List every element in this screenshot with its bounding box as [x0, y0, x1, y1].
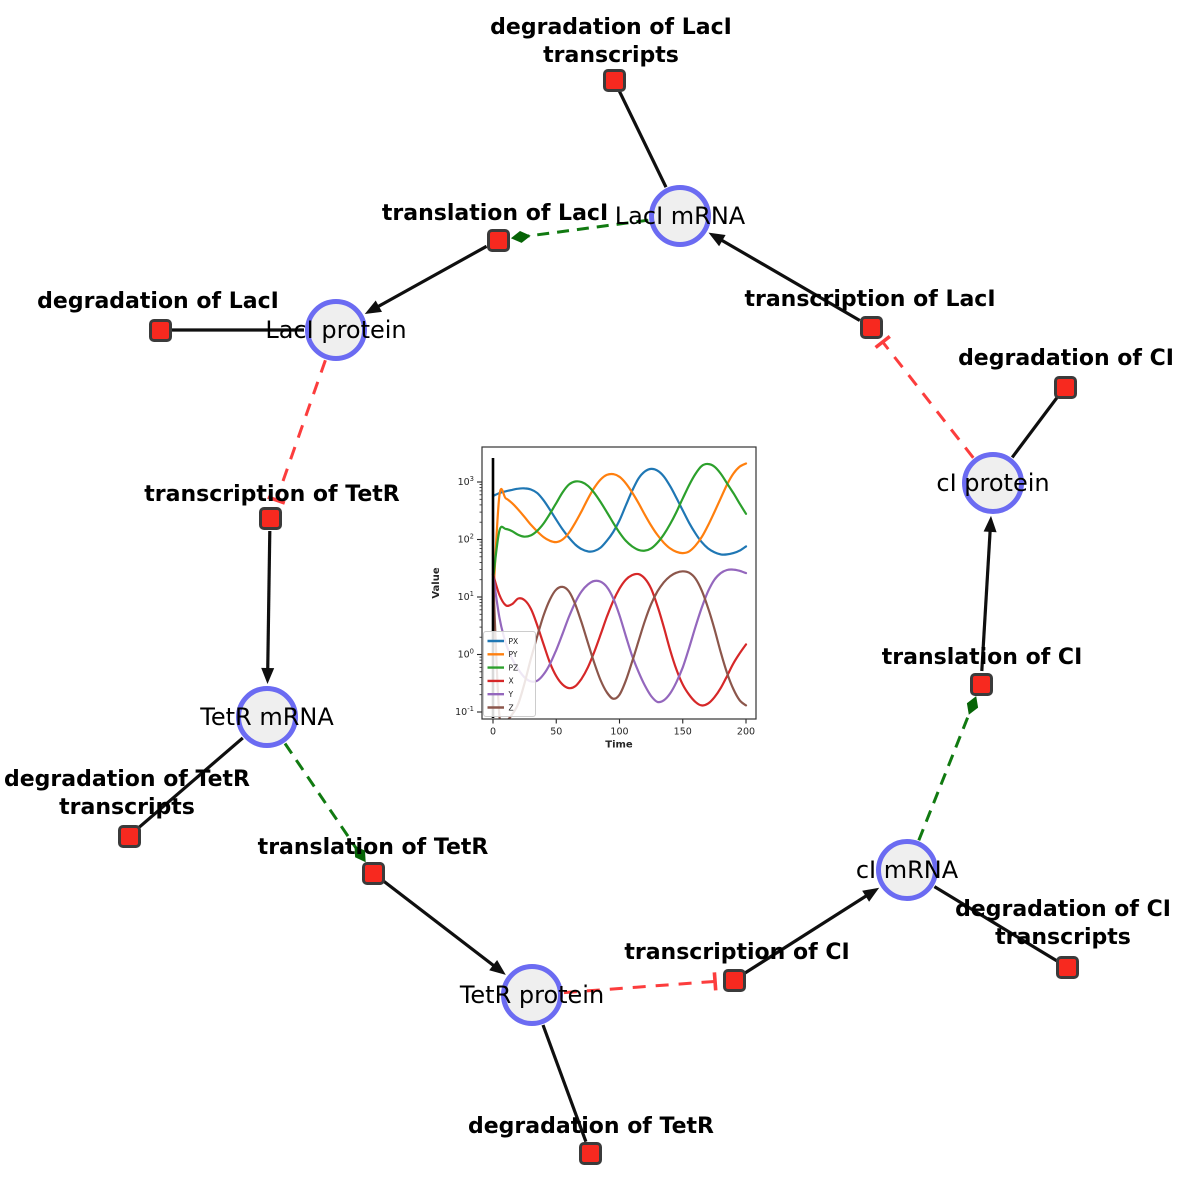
modifier-diamond: [966, 696, 979, 715]
edge-cI-mRNA-transl-cI: [917, 696, 979, 841]
edge-transc-lacI-lacI-mRNA: [708, 232, 861, 322]
plot-frame: [481, 446, 757, 720]
edge-lacI-mRNA-transl-lacI: [510, 218, 649, 243]
legend-label-X: X: [509, 677, 514, 686]
reaction-node-deg-cI[interactable]: [1053, 375, 1077, 399]
inhibition-bar: [712, 972, 718, 991]
reaction-node-transc-tetR[interactable]: [258, 506, 282, 530]
reaction-node-transl-tetR[interactable]: [361, 861, 385, 885]
reaction-label-deg-tetR-tx: degradation of TetR transcripts: [3, 767, 251, 820]
edge-transl-cI-cI-protein: [980, 515, 997, 672]
modifier-diamond: [354, 845, 366, 863]
series-PZ: [491, 462, 748, 581]
reaction-label-transc-tetR: transcription of TetR: [144, 482, 400, 507]
edge-transc-tetR-tetR-mRNA: [261, 530, 275, 684]
edge-transl-tetR-tetR-protein: [382, 879, 506, 975]
x-tick-label: 100: [610, 727, 628, 738]
series-PX: [491, 467, 748, 556]
arrowhead: [983, 515, 997, 533]
reaction-node-transl-lacI[interactable]: [486, 228, 510, 252]
legend-label-PY: PY: [509, 650, 518, 659]
series-PY: [491, 462, 748, 604]
species-label-tetR-mRNA: TetR mRNA: [200, 703, 334, 731]
species-label-cI-protein: cI protein: [936, 469, 1050, 497]
reaction-label-deg-cI-tx: degradation of CI transcripts: [955, 897, 1171, 950]
arrowhead: [862, 887, 880, 902]
reaction-node-transc-cI[interactable]: [722, 968, 746, 992]
reaction-label-transc-cI: transcription of CI: [624, 940, 850, 965]
edge-tetR-mRNA-transl-tetR: [283, 742, 366, 863]
arrowhead: [489, 960, 506, 975]
x-axis-title: Time: [605, 740, 633, 751]
edge-lacI-protein-transc-tetR: [267, 359, 327, 505]
species-label-cI-mRNA: cI mRNA: [855, 856, 959, 884]
inhibition-bar: [267, 495, 286, 505]
species-node-cI-mRNA[interactable]: [876, 839, 938, 901]
edge-lacI-mRNA-deg-lacI-tx: [617, 90, 668, 188]
species-node-lacI-mRNA[interactable]: [649, 185, 711, 247]
species-label-lacI-mRNA: LacI mRNA: [614, 202, 746, 230]
modifier-diamond: [510, 231, 531, 243]
reaction-label-deg-cI: degradation of CI: [958, 346, 1174, 371]
edge-tetR-mRNA-deg-tetR-tx: [137, 736, 244, 830]
y-axis-title: Value: [431, 567, 442, 598]
reaction-node-deg-tetR[interactable]: [578, 1141, 602, 1165]
series-X: [491, 572, 748, 707]
inset-timeseries-chart: 10-1 100 101 102 103 0 50 100 150 200 Time Value PX P…: [425, 438, 770, 768]
species-node-tetR-protein[interactable]: [501, 964, 563, 1026]
species-node-lacI-protein[interactable]: [305, 299, 367, 361]
edge-cI-protein-deg-cI: [1010, 395, 1060, 459]
arrowhead: [261, 667, 275, 684]
edge-cI-mRNA-deg-cI-tx: [933, 885, 1058, 963]
edge-tetR-protein-transc-cI: [563, 972, 718, 995]
reaction-label-transl-tetR: translation of TetR: [257, 835, 489, 860]
species-label-tetR-protein: TetR protein: [459, 981, 605, 1009]
edge-cI-protein-transc-lacI: [874, 334, 975, 459]
reaction-node-deg-cI-tx[interactable]: [1055, 955, 1079, 979]
species-node-cI-protein[interactable]: [962, 452, 1024, 514]
arrowhead: [708, 232, 726, 247]
x-tick-label: 50: [550, 727, 562, 738]
reaction-label-deg-lacI: degradation of LacI: [37, 289, 279, 314]
reaction-node-transl-cI[interactable]: [969, 672, 993, 696]
reaction-node-deg-lacI[interactable]: [148, 318, 172, 342]
reaction-label-transl-cI: translation of CI: [881, 645, 1083, 670]
edge-transl-lacI-lacI-protein: [364, 244, 488, 314]
edge-transc-cI-cI-mRNA: [744, 887, 880, 975]
x-tick-label: 150: [674, 727, 692, 738]
legend-label-Z: Z: [509, 703, 514, 712]
x-tick-label: 0: [490, 727, 496, 738]
x-tick-label: 200: [737, 727, 755, 738]
reaction-label-deg-tetR: degradation of TetR: [467, 1114, 715, 1139]
chart-legend: PX PY PZ XYZ: [483, 631, 536, 717]
reaction-node-deg-lacI-tx[interactable]: [602, 68, 626, 92]
inhibition-bar: [874, 334, 891, 349]
legend-label-PX: PX: [509, 637, 519, 646]
reaction-label-transl-lacI: translation of LacI: [381, 201, 609, 226]
reaction-label-deg-lacI-tx: degradation of LacI transcripts: [490, 15, 732, 68]
arrowhead: [364, 300, 382, 314]
species-label-lacI-protein: LacI protein: [265, 316, 407, 344]
reaction-label-transc-lacI: transcription of LacI: [744, 287, 996, 312]
edge-tetR-protein-deg-tetR: [541, 1024, 588, 1143]
legend-label-PZ: PZ: [509, 663, 519, 672]
legend-label-Y: Y: [508, 690, 514, 699]
species-node-tetR-mRNA[interactable]: [236, 686, 298, 748]
reaction-node-transc-lacI[interactable]: [859, 315, 883, 339]
reaction-node-deg-tetR-tx[interactable]: [117, 824, 141, 848]
